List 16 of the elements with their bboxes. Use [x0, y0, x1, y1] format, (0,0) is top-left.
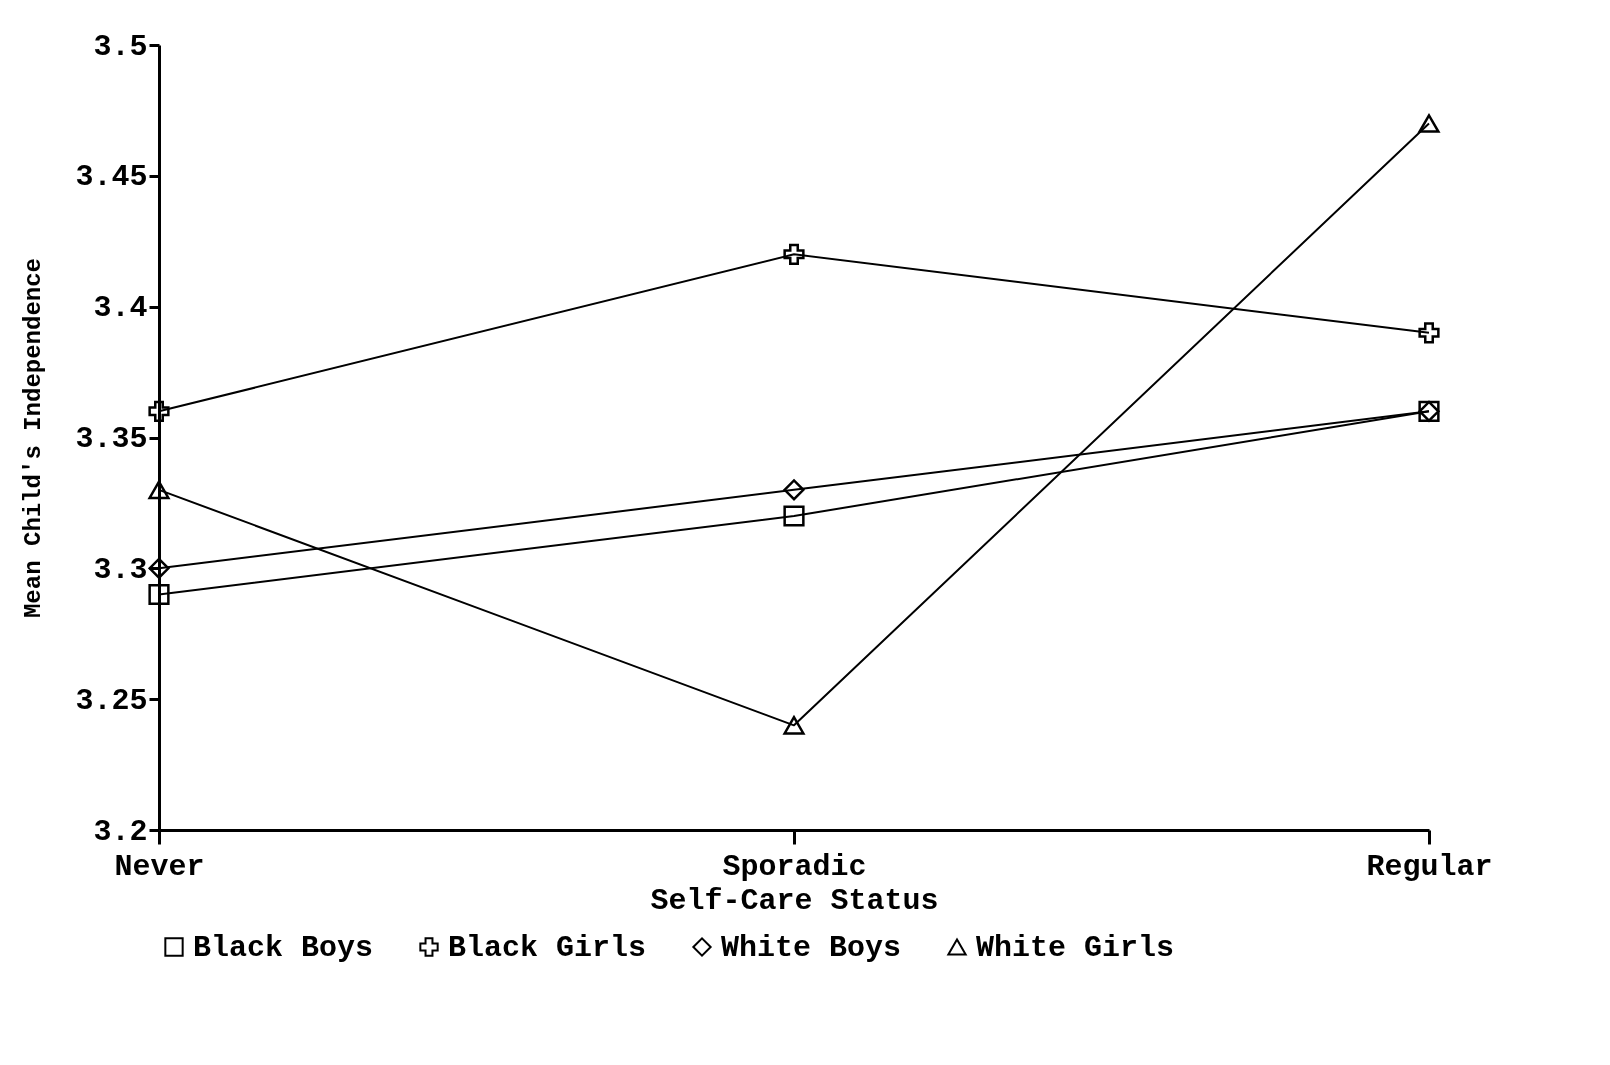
x-tick-label: Sporadic	[722, 849, 867, 884]
y-tick-label: 3.4	[93, 291, 148, 326]
y-tick-label: 3.45	[75, 160, 148, 195]
legend-label: Black Girls	[448, 931, 647, 965]
x-tick-label: Never	[114, 849, 205, 884]
y-tick-label: 3.5	[93, 29, 148, 64]
y-axis-title: Mean Child's Independence	[20, 257, 48, 619]
legend-label: Black Boys	[193, 931, 374, 965]
legend-label: White Boys	[721, 931, 902, 965]
y-tick-label: 3.35	[75, 422, 148, 456]
x-axis-title: Self-Care Status	[650, 883, 939, 918]
y-tick-label: 3.25	[75, 683, 148, 718]
y-tick-label: 3.2	[93, 814, 148, 849]
x-tick-label: Regular	[1366, 849, 1493, 884]
legend-label: White Girls	[976, 931, 1175, 965]
y-tick-label: 3.3	[93, 552, 148, 587]
